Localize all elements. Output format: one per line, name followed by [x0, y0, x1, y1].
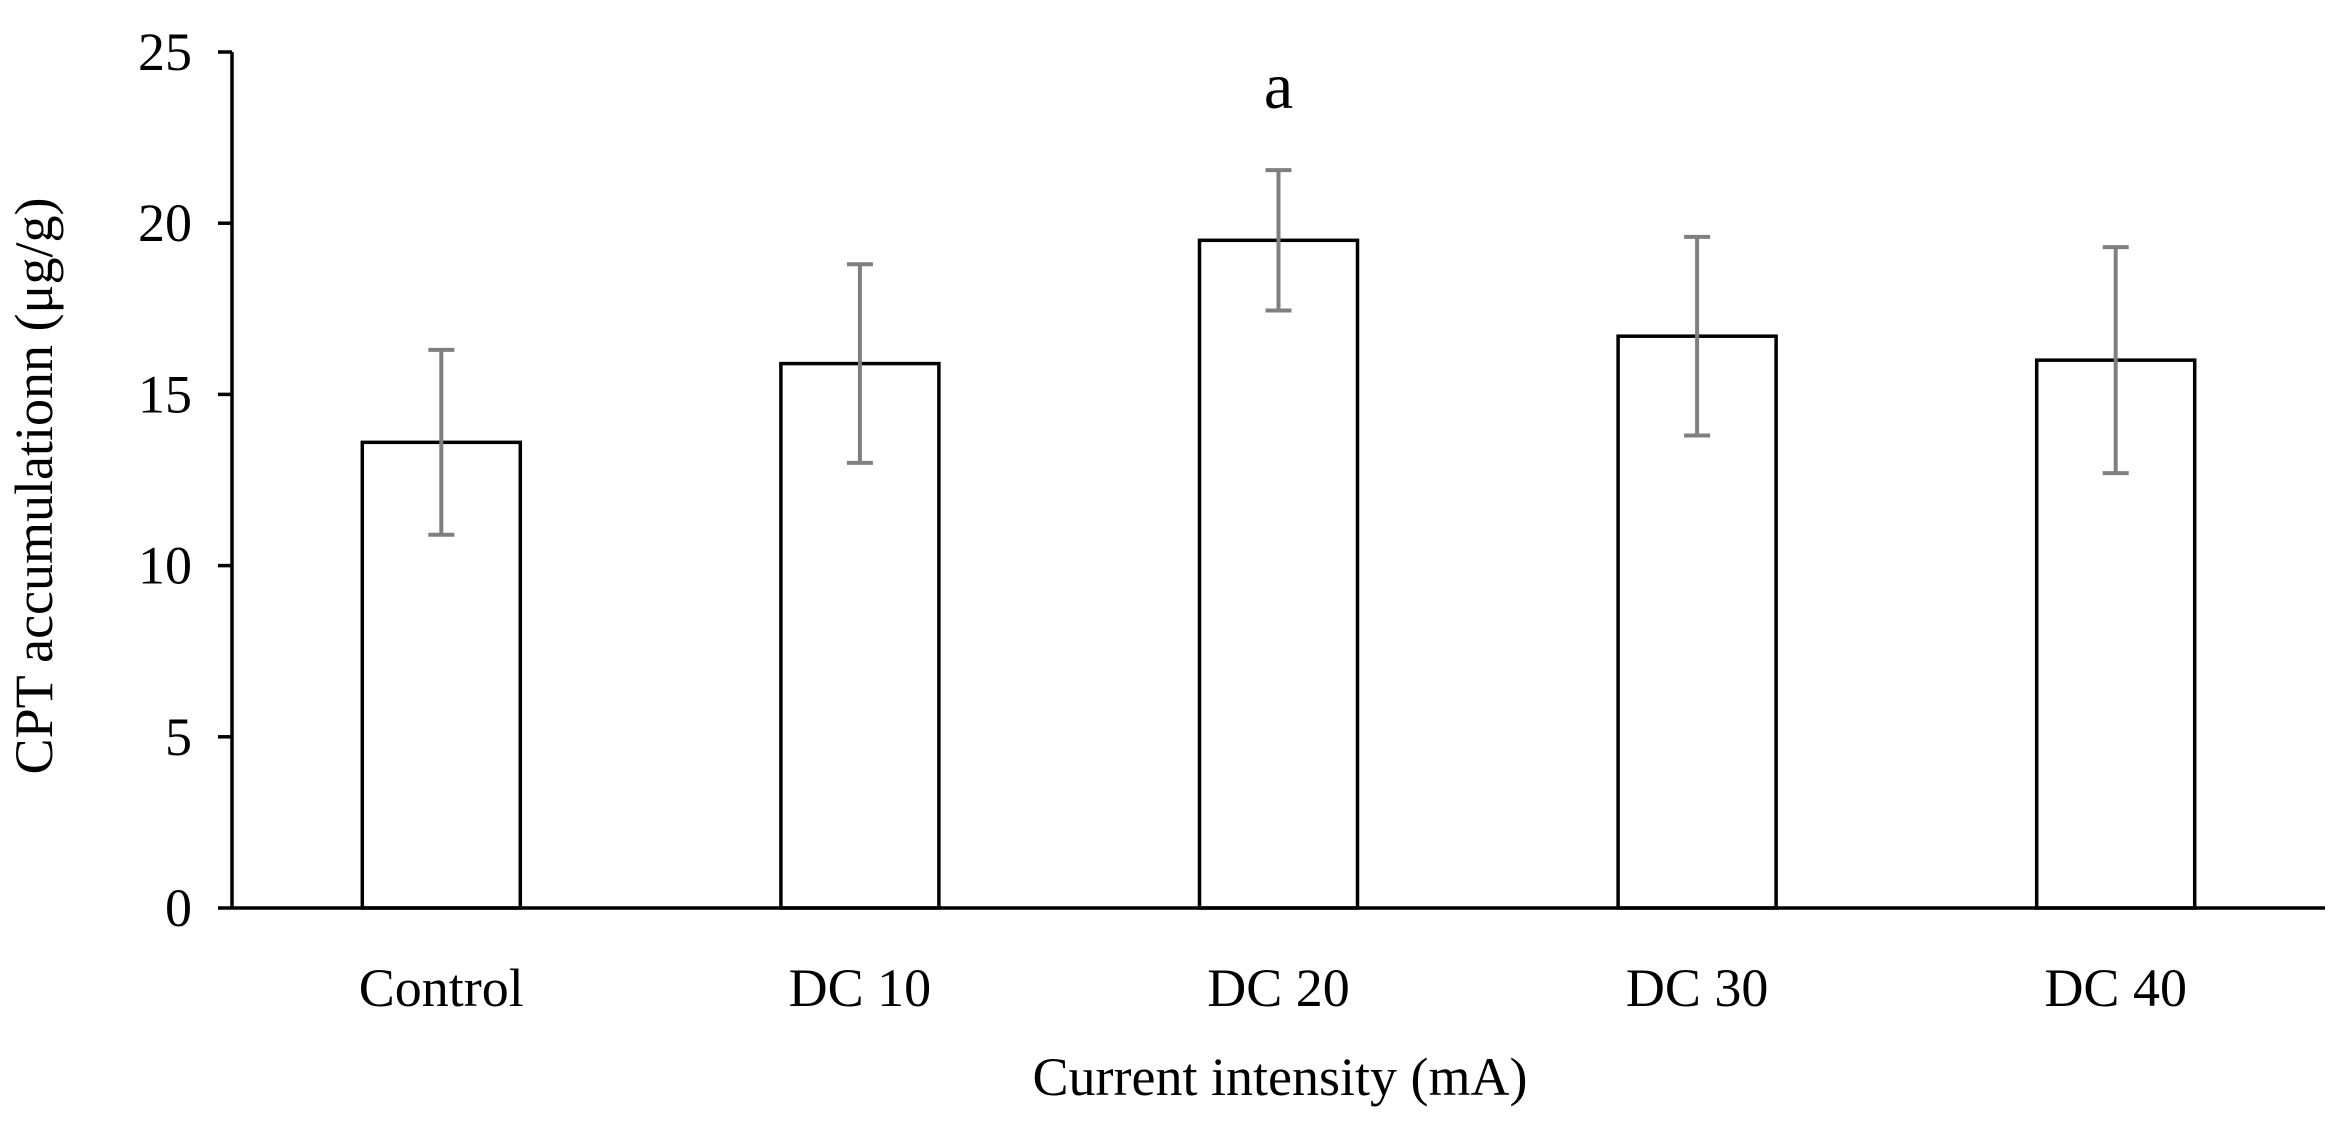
y-tick-label-15: 15	[138, 364, 192, 424]
significance-annotation: a	[1264, 50, 1293, 123]
x-tick-label-dc-20: DC 20	[1207, 958, 1350, 1018]
x-axis-title: Current intensity (mA)	[1033, 1047, 1528, 1107]
y-tick-label-0: 0	[165, 878, 192, 938]
error-bar-dc-40	[2102, 245, 2129, 476]
y-tick-label-5: 5	[165, 707, 192, 767]
error-bar-control	[428, 347, 455, 537]
bar-dc-20	[1197, 238, 1360, 910]
y-tick-label-20: 20	[138, 193, 192, 253]
labels-layer: Control DC 10 DC 20 DC 30 DC 40 0 5 10 15 20 25 a	[138, 22, 2187, 1018]
error-bar-dc-10	[846, 262, 873, 465]
y-tick-label-10: 10	[138, 536, 192, 596]
y-axis-title: CPT accumulationn (μg/g)	[4, 198, 64, 775]
x-tick-label-dc-10: DC 10	[789, 958, 932, 1018]
x-tick-label-dc-40: DC 40	[2044, 958, 2187, 1018]
axes-layer	[218, 50, 2325, 910]
error-bar-dc-20	[1265, 168, 1292, 313]
error-bar-dc-30	[1684, 234, 1711, 438]
bars-layer	[360, 238, 2197, 910]
x-tick-label-control: Control	[359, 958, 524, 1018]
x-tick-label-dc-30: DC 30	[1626, 958, 1769, 1018]
error-bars-layer	[428, 168, 2129, 537]
y-tick-label-25: 25	[138, 22, 192, 82]
